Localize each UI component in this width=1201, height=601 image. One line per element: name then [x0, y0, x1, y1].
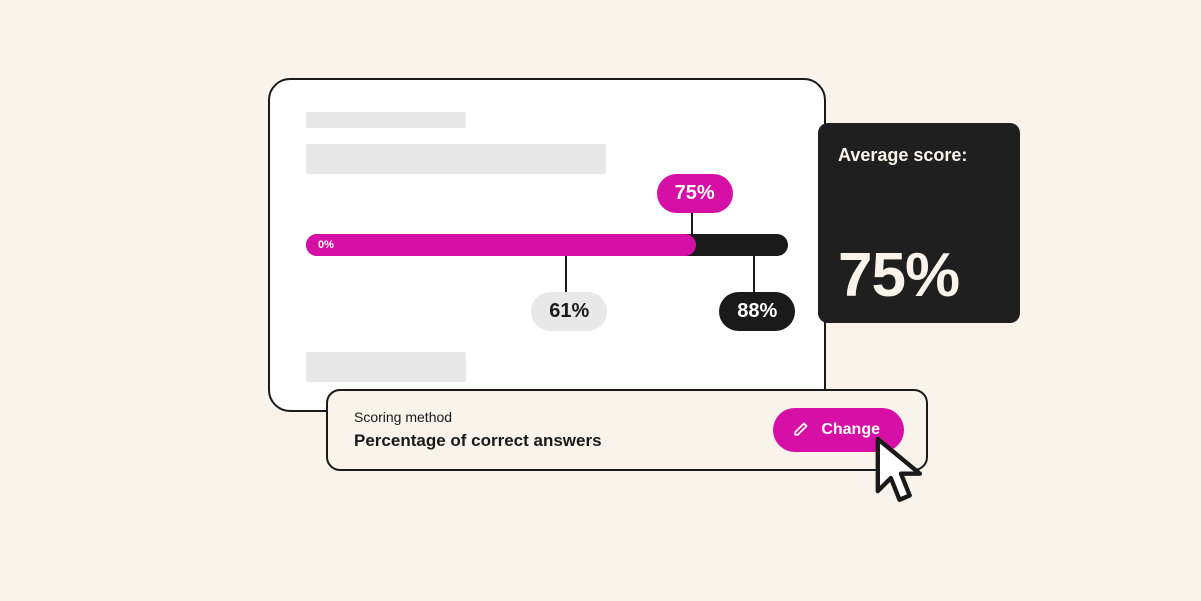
scoring-method-bar: Scoring method Percentage of correct ans…	[326, 389, 928, 471]
skeleton-line	[306, 112, 466, 128]
marker-connector	[565, 256, 567, 292]
pencil-icon	[793, 419, 811, 442]
slider-fill	[306, 234, 696, 256]
average-score-box: Average score: 75%	[818, 123, 1020, 323]
skeleton-line	[306, 352, 466, 382]
scoring-method-label: Scoring method	[354, 409, 602, 425]
average-score-title: Average score:	[838, 145, 1000, 166]
skeleton-line	[306, 144, 606, 174]
marker-connector	[753, 256, 755, 292]
marker-pill-dark: 88%	[719, 292, 795, 331]
marker-pill-accent: 75%	[657, 174, 733, 213]
change-button[interactable]: Change	[773, 408, 904, 452]
score-card: 0% 75% 61% 88%	[268, 78, 826, 412]
marker-pill-grey: 61%	[531, 292, 607, 331]
change-button-label: Change	[821, 421, 880, 439]
marker-connector	[691, 210, 693, 234]
score-slider[interactable]: 0%	[306, 234, 788, 256]
slider-min-label: 0%	[318, 239, 334, 251]
average-score-value: 75%	[838, 245, 1000, 307]
scoring-method-value: Percentage of correct answers	[354, 431, 602, 451]
